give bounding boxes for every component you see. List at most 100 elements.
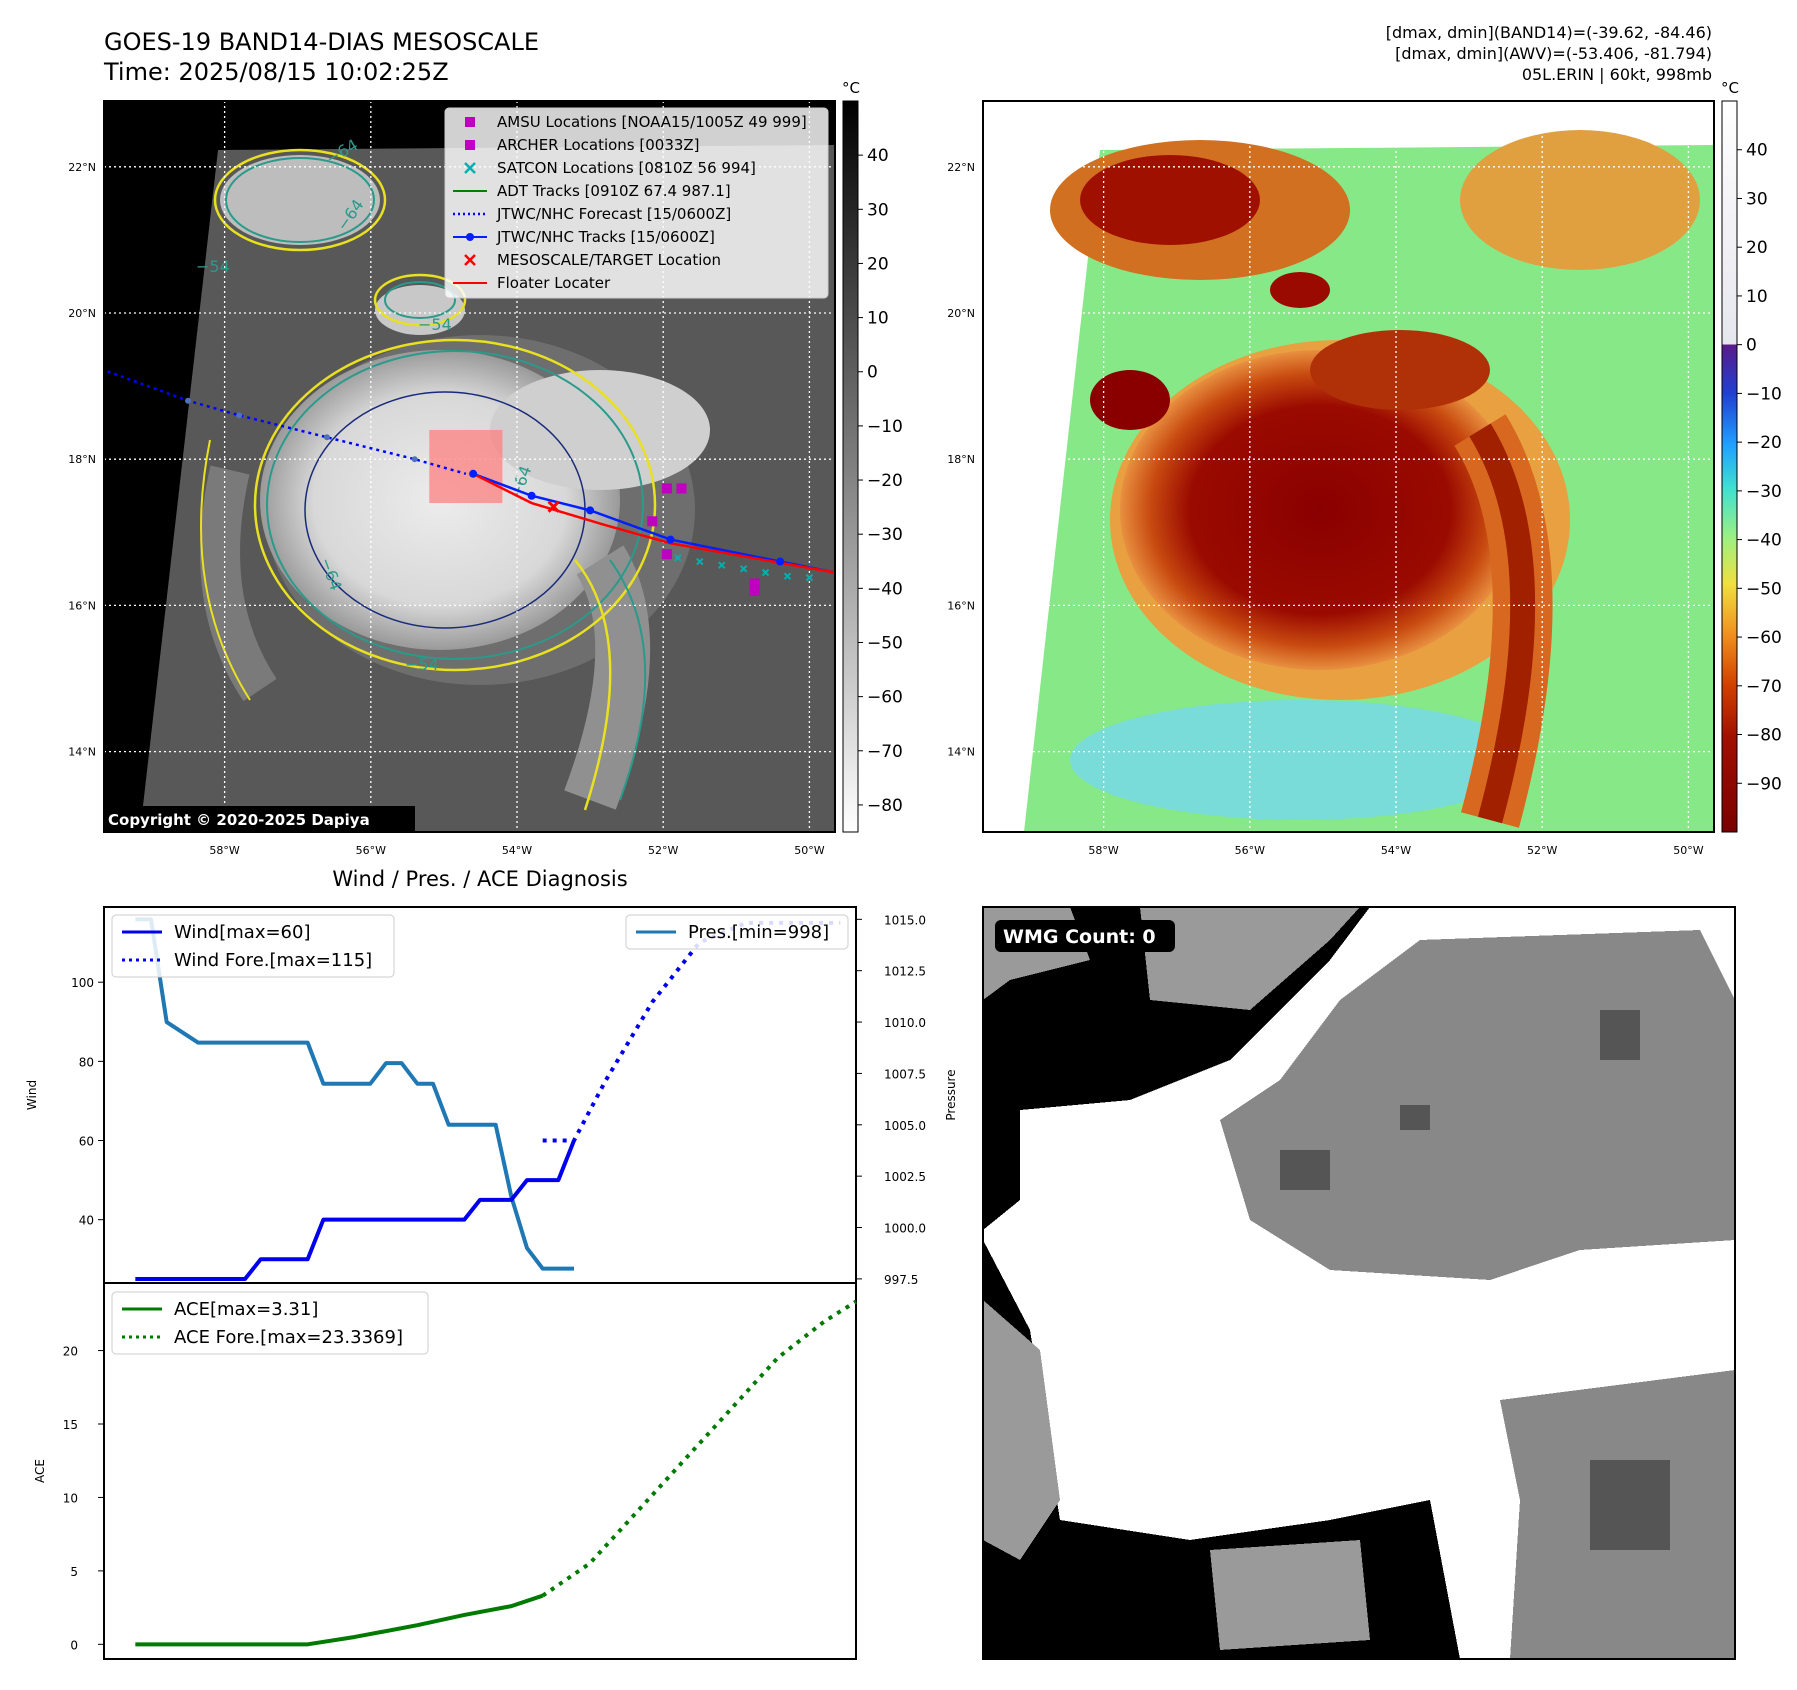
colorbar-tick-label: −20 bbox=[867, 471, 903, 491]
legend-ace-fore: ACE Fore.[max=23.3369] bbox=[174, 1327, 403, 1348]
colorbar-tick-label: 0 bbox=[867, 363, 878, 383]
wmg-label-badge: WMG Count: 0 bbox=[995, 920, 1175, 952]
legend-wind-fore: Wind Fore.[max=115] bbox=[174, 950, 372, 971]
ace-tick-label: 20 bbox=[63, 1345, 78, 1359]
awv-lon-label: 56°W bbox=[1235, 844, 1265, 857]
ir-lon-label: 50°W bbox=[794, 844, 824, 857]
awv-lat-label: 16°N bbox=[947, 599, 975, 612]
ir-lat-label: 14°N bbox=[68, 746, 96, 759]
ace-tick-label: 5 bbox=[70, 1565, 78, 1579]
wmg-panel: WMG Count: 0 bbox=[982, 906, 1736, 1660]
satcon-marker bbox=[761, 568, 770, 577]
pressure-tick-label: 1007.5 bbox=[884, 1067, 926, 1081]
wind-line bbox=[135, 1139, 576, 1282]
legend-label: ARCHER Locations [0033Z] bbox=[497, 136, 700, 154]
ace-legend: ACE[max=3.31] ACE Fore.[max=23.3369] bbox=[111, 1291, 429, 1355]
colorbar-tick-label: −60 bbox=[867, 688, 903, 708]
legend-item: MESOSCALE/TARGET Location bbox=[464, 251, 721, 269]
jtwc-track-point bbox=[666, 535, 675, 544]
legend-item: Floater Locater bbox=[453, 274, 611, 292]
satcon-marker bbox=[674, 554, 682, 562]
colorbar-tick-label: 30 bbox=[867, 200, 889, 220]
ir-lon-label: 52°W bbox=[648, 844, 678, 857]
ir-lat-label: 18°N bbox=[68, 453, 96, 466]
colorbar-tick-label: −70 bbox=[1746, 677, 1782, 697]
colorbar-tick-label: −30 bbox=[867, 525, 903, 545]
amsu-marker bbox=[749, 578, 760, 589]
pressure-tick-label: 1015.0 bbox=[884, 913, 926, 927]
satcon-markers bbox=[674, 554, 814, 582]
legend-label: JTWC/NHC Tracks [15/0600Z] bbox=[496, 228, 715, 246]
wmg-field bbox=[983, 907, 1735, 1659]
pressure-tick-label: 1005.0 bbox=[884, 1119, 926, 1133]
colorbar-tick-label: −10 bbox=[867, 417, 903, 437]
pressure-line bbox=[135, 917, 574, 1271]
ace-tick-label: 15 bbox=[63, 1418, 78, 1432]
colorbar-tick-label: −80 bbox=[1746, 726, 1782, 746]
info-line-1: [dmax, dmin](BAND14)=(-39.62, -84.46) bbox=[1386, 23, 1712, 42]
awv-moisture-field bbox=[1050, 130, 1700, 828]
ir-axis-ticks: 22°N 20°N 18°N 16°N 14°N 58°W 56°W 54°W 52°W 50°W bbox=[68, 161, 824, 857]
legend-ace: ACE[max=3.31] bbox=[174, 1299, 318, 1320]
wind-forecast-line bbox=[542, 920, 841, 1143]
colorbar-tick-label: −50 bbox=[1746, 579, 1782, 599]
ace-line bbox=[135, 1593, 544, 1647]
colorbar-tick-label: 30 bbox=[1746, 189, 1768, 209]
figure-time: Time: 2025/08/15 10:02:25Z bbox=[103, 58, 449, 86]
ir-lat-label: 16°N bbox=[68, 599, 96, 612]
amsu-marker bbox=[661, 483, 672, 494]
forecast-point bbox=[411, 456, 418, 463]
copyright-badge: Copyright © 2020-2025 Dapiya bbox=[104, 806, 415, 832]
awv-lat-label: 18°N bbox=[947, 453, 975, 466]
satcon-marker bbox=[739, 565, 748, 573]
mesoscale-box bbox=[429, 429, 503, 504]
awv-lat-label: 22°N bbox=[947, 161, 975, 174]
colorbar-tick-label: 20 bbox=[1746, 238, 1768, 258]
awv-axis-ticks: 22°N 20°N 18°N 16°N 14°N 58°W 56°W 54°W 52°W 50°W bbox=[947, 161, 1703, 857]
colorbar-tick-label: 40 bbox=[867, 146, 889, 166]
awv-gridlines bbox=[983, 101, 1714, 832]
wind-legend: Wind[max=60] Wind Fore.[max=115] bbox=[111, 914, 395, 978]
awv-lon-label: 58°W bbox=[1088, 844, 1118, 857]
legend-label: JTWC/NHC Forecast [15/0600Z] bbox=[496, 205, 731, 223]
wmg-count-label: WMG Count: 0 bbox=[1003, 926, 1156, 948]
copyright-text: Copyright © 2020-2025 Dapiya bbox=[108, 811, 370, 829]
legend-label: ADT Tracks [0910Z 67.4 987.1] bbox=[497, 182, 731, 200]
legend-item: SATCON Locations [0810Z 56 994] bbox=[464, 159, 756, 177]
colorbar-tick-label: 20 bbox=[867, 254, 889, 274]
legend-item: JTWC/NHC Forecast [15/0600Z] bbox=[453, 205, 731, 223]
ir-lon-label: 56°W bbox=[356, 844, 386, 857]
pressure-legend: Pres.[min=998] bbox=[625, 914, 849, 950]
legend-label: SATCON Locations [0810Z 56 994] bbox=[497, 159, 756, 177]
ir-lat-label: 20°N bbox=[68, 307, 96, 320]
pressure-tick-label: 997.5 bbox=[884, 1273, 918, 1287]
forecast-point bbox=[185, 397, 192, 404]
amsu-marker bbox=[647, 516, 658, 527]
pressure-axis-label: Pressure bbox=[944, 1069, 958, 1120]
legend-label: AMSU Locations [NOAA15/1005Z 49 999] bbox=[497, 113, 807, 131]
awv-map-panel: 22°N 20°N 18°N 16°N 14°N 58°W 56°W 54°W 52°W 50°W… bbox=[947, 79, 1782, 857]
wind-tick-label: 80 bbox=[79, 1055, 94, 1069]
awv-colorbar-unit: °C bbox=[1721, 79, 1739, 97]
colorbar-tick-label: −40 bbox=[1746, 531, 1782, 551]
diagnosis-panel: Wind / Pres. / ACE Diagnosis Wind Pressu… bbox=[25, 867, 958, 1660]
ace-forecast-line bbox=[541, 1299, 858, 1598]
ir-lon-label: 54°W bbox=[502, 844, 532, 857]
colorbar-tick-label: 10 bbox=[867, 309, 889, 329]
colorbar-tick-label: −30 bbox=[1746, 482, 1782, 502]
wind-axis-label: Wind bbox=[25, 1080, 39, 1110]
colorbar-tick-label: −90 bbox=[1746, 774, 1782, 794]
contour-label: −54 bbox=[405, 655, 439, 674]
colorbar-tick-label: −60 bbox=[1746, 628, 1782, 648]
awv-colorbar: °C 40 30 20 10 0 −10 −20 −30 −40 −50 −60 −70 −80 −90 bbox=[1721, 79, 1782, 833]
wind-tick-label: 100 bbox=[71, 976, 94, 990]
colorbar-tick-label: −70 bbox=[867, 742, 903, 762]
ir-map-panel: −64 −64 −54 −64 −54 −54 −64 22°N20°N18°N… bbox=[68, 79, 903, 857]
jtwc-track-point bbox=[586, 506, 595, 515]
forecast-point bbox=[323, 434, 330, 441]
amsu-marker bbox=[661, 549, 672, 560]
ir-lon-label: 58°W bbox=[209, 844, 239, 857]
colorbar-tick-label: 10 bbox=[1746, 287, 1768, 307]
wind-tick-label: 40 bbox=[79, 1214, 94, 1228]
